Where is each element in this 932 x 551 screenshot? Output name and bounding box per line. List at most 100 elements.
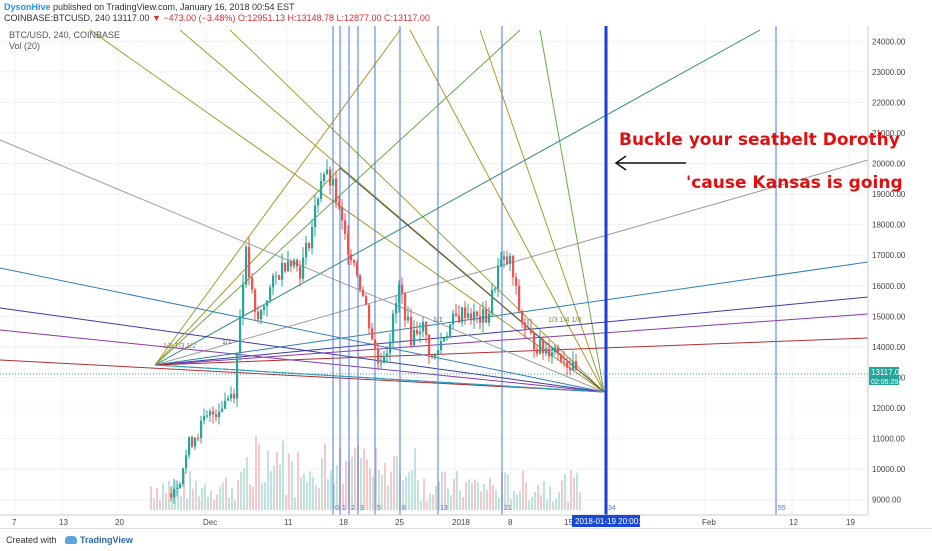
volume-bar [546, 499, 548, 510]
volume-bar [186, 498, 188, 510]
candle [497, 258, 500, 297]
tradingview-brand[interactable]: TradingView [80, 535, 133, 545]
volume-bar [576, 472, 578, 510]
trend-line[interactable] [154, 29, 761, 366]
trend-line[interactable] [0, 359, 605, 393]
volume-bar [177, 484, 179, 510]
trend-line[interactable] [89, 29, 605, 393]
annotation-arrow [614, 155, 686, 171]
volume-bar [522, 470, 524, 510]
volume-bar [396, 456, 398, 510]
volume-bar [573, 477, 575, 510]
candle [548, 340, 551, 362]
candle [320, 172, 323, 203]
trend-line[interactable] [154, 29, 521, 366]
candle [572, 351, 575, 372]
volume-bar [432, 494, 434, 510]
fan-ratio-label: 1/1 [433, 317, 443, 324]
candle [344, 213, 347, 241]
candle [458, 305, 461, 324]
volume-bar [276, 452, 278, 510]
volume-bar [372, 476, 374, 510]
trend-line[interactable] [154, 313, 869, 366]
candle [257, 305, 260, 323]
candle [305, 235, 308, 265]
candle [491, 283, 494, 317]
trend-line[interactable] [0, 329, 605, 393]
volume-bar [405, 476, 407, 510]
candle [323, 171, 326, 185]
price-tick: 21000.00 [872, 129, 906, 138]
legend-title: BTC/USD, 240, COINBASE [9, 30, 121, 40]
fib-time-label: 13 [440, 505, 448, 512]
volume-bar [438, 481, 440, 510]
candle [248, 237, 251, 285]
trend-line[interactable] [154, 364, 605, 393]
trend-line[interactable] [154, 296, 869, 366]
volume-bar [204, 484, 206, 510]
volume-bar [264, 481, 266, 510]
candle [446, 331, 449, 341]
price-tick: 12000.00 [872, 404, 906, 413]
trend-line[interactable] [154, 29, 401, 366]
candle [170, 486, 173, 502]
volume-bars [150, 435, 581, 510]
candle [197, 433, 200, 442]
candle [212, 406, 215, 424]
candle [380, 353, 383, 369]
annotation-line-2: 'cause Kansas is going [686, 173, 903, 193]
candle [347, 225, 350, 265]
volume-bar [369, 468, 371, 510]
volume-bar [441, 471, 443, 510]
candle [365, 294, 368, 306]
trend-line[interactable] [0, 307, 605, 393]
fan-ratio-label: 1/8 1/3 1/2 [163, 343, 196, 350]
volume-bar [327, 479, 329, 510]
chart-legend: BTC/USD, 240, COINBASE Vol (20) [9, 30, 120, 52]
candle [542, 336, 545, 360]
trend-line[interactable] [154, 159, 869, 366]
volume-bar [351, 457, 353, 510]
trend-line[interactable] [154, 167, 341, 366]
candle [242, 274, 245, 326]
volume-bar [321, 458, 323, 510]
candle [377, 343, 380, 370]
volume-bar [159, 499, 161, 510]
volume-bar [465, 482, 467, 510]
candle [368, 303, 371, 335]
volume-bar [309, 471, 311, 510]
volume-bar [564, 474, 566, 510]
volume-bar [504, 472, 506, 510]
volume-bar [363, 448, 365, 510]
candle [272, 272, 275, 296]
volume-bar [243, 468, 245, 510]
svg-text:2018-01-19 20:00:00: 2018-01-19 20:00:00 [575, 517, 650, 526]
volume-bar [375, 447, 377, 510]
trend-line[interactable] [409, 29, 605, 393]
volume-bar [291, 461, 293, 510]
trend-line[interactable] [154, 337, 869, 366]
candle [413, 320, 416, 347]
candle [488, 307, 491, 327]
candle [287, 250, 290, 272]
time-tick: 7 [12, 518, 17, 527]
candle [425, 320, 428, 343]
time-highlight: 2018-01-19 20:00:00 [572, 515, 650, 527]
candle [209, 408, 212, 422]
volume-bar [543, 480, 545, 510]
price-tick: 20000.00 [872, 160, 906, 169]
time-tick: Feb [702, 518, 716, 527]
volume-bar [429, 493, 431, 510]
trend-line[interactable] [0, 267, 605, 393]
trend-line[interactable] [539, 29, 605, 393]
volume-bar [294, 497, 296, 510]
candle [431, 355, 434, 359]
trend-line[interactable] [479, 29, 605, 393]
tradingview-cloud-icon [65, 536, 78, 544]
author-link[interactable]: DysonHive [4, 2, 51, 12]
volume-bar [354, 448, 356, 510]
annotation-line-1: Buckle your seatbelt Dorothy [619, 130, 900, 150]
candle [464, 301, 467, 325]
trend-line[interactable] [229, 29, 605, 393]
